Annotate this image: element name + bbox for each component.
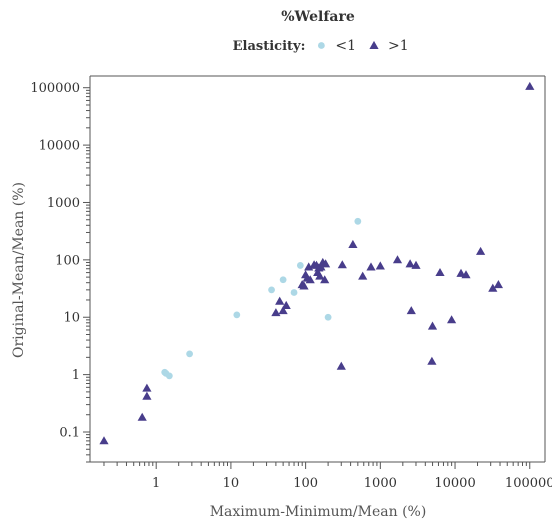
data-point-circle bbox=[268, 286, 275, 294]
legend-label: >1 bbox=[388, 38, 409, 54]
data-point-triangle bbox=[392, 255, 403, 264]
data-point-triangle bbox=[315, 271, 325, 280]
legend-title: Elasticity: bbox=[233, 39, 306, 54]
y-tick-label: 1 bbox=[72, 368, 80, 383]
data-point-triangle bbox=[375, 261, 385, 270]
data-point-triangle bbox=[435, 268, 445, 276]
data-point-triangle bbox=[142, 383, 152, 392]
data-point-triangle bbox=[304, 262, 314, 271]
data-point-triangle bbox=[358, 271, 368, 280]
data-point-triangle bbox=[320, 275, 330, 284]
data-point-triangle bbox=[336, 361, 346, 370]
y-tick-label: 10 bbox=[63, 311, 80, 326]
data-point-triangle bbox=[321, 259, 331, 268]
data-point-triangle bbox=[447, 315, 457, 324]
y-tick-label: 0.1 bbox=[59, 425, 80, 440]
legend: <1 >1 bbox=[317, 38, 409, 54]
x-tick-label: 100000 bbox=[505, 476, 552, 491]
data-point-triangle bbox=[427, 321, 438, 330]
data-point-triangle bbox=[99, 436, 109, 445]
y-tick-label: 1000 bbox=[47, 196, 80, 211]
data-point-circle bbox=[296, 262, 304, 269]
data-point-triangle bbox=[476, 246, 486, 255]
chart-title: %Welfare bbox=[281, 9, 355, 25]
x-tick-label: 1000 bbox=[364, 476, 397, 491]
x-tick-label: 1 bbox=[152, 476, 160, 491]
legend-marker-triangle bbox=[369, 40, 379, 49]
x-tick-label: 10 bbox=[223, 476, 240, 491]
data-point-triangle bbox=[142, 391, 152, 400]
data-point-triangle bbox=[461, 270, 471, 279]
data-point-triangle bbox=[275, 296, 285, 305]
data-point-triangle bbox=[366, 262, 376, 271]
data-point-triangle bbox=[137, 412, 147, 421]
data-point-triangle bbox=[316, 262, 326, 271]
data-point-triangle bbox=[281, 300, 291, 309]
x-tick-label: 100 bbox=[293, 476, 318, 491]
data-point-triangle bbox=[337, 260, 347, 269]
data-point-circle bbox=[186, 350, 194, 358]
data-point-triangle bbox=[348, 239, 358, 248]
data-point-triangle bbox=[278, 306, 288, 315]
data-point-circle bbox=[165, 372, 173, 380]
data-point-triangle bbox=[525, 81, 535, 90]
data-point-triangle bbox=[405, 259, 415, 268]
y-axis-label: Original-Mean/Mean (%) bbox=[11, 182, 27, 358]
y-tick-label: 10000 bbox=[39, 139, 80, 154]
data-point-triangle bbox=[488, 283, 498, 292]
x-axis-label: Maximum-Minimum/Mean (%) bbox=[210, 504, 427, 520]
data-point-circle bbox=[324, 313, 332, 321]
data-point-circle bbox=[279, 276, 287, 284]
legend-label: <1 bbox=[335, 38, 356, 54]
data-point-triangle bbox=[305, 275, 315, 284]
y-tick-label: 100000 bbox=[30, 81, 80, 96]
data-point-triangle bbox=[299, 281, 309, 290]
data-point-circle bbox=[233, 311, 241, 319]
data-point-triangle bbox=[493, 280, 503, 289]
data-points bbox=[99, 81, 535, 445]
data-point-triangle bbox=[411, 260, 421, 269]
x-tick-label: 10000 bbox=[434, 476, 475, 491]
data-point-triangle bbox=[427, 356, 437, 365]
data-point-triangle bbox=[406, 306, 416, 315]
data-point-circle bbox=[290, 289, 298, 296]
data-point-circle bbox=[354, 217, 362, 225]
data-point-triangle bbox=[456, 268, 466, 277]
data-point-triangle bbox=[271, 308, 281, 317]
y-tick-label: 100 bbox=[55, 253, 80, 268]
legend-marker-circle bbox=[317, 42, 325, 49]
